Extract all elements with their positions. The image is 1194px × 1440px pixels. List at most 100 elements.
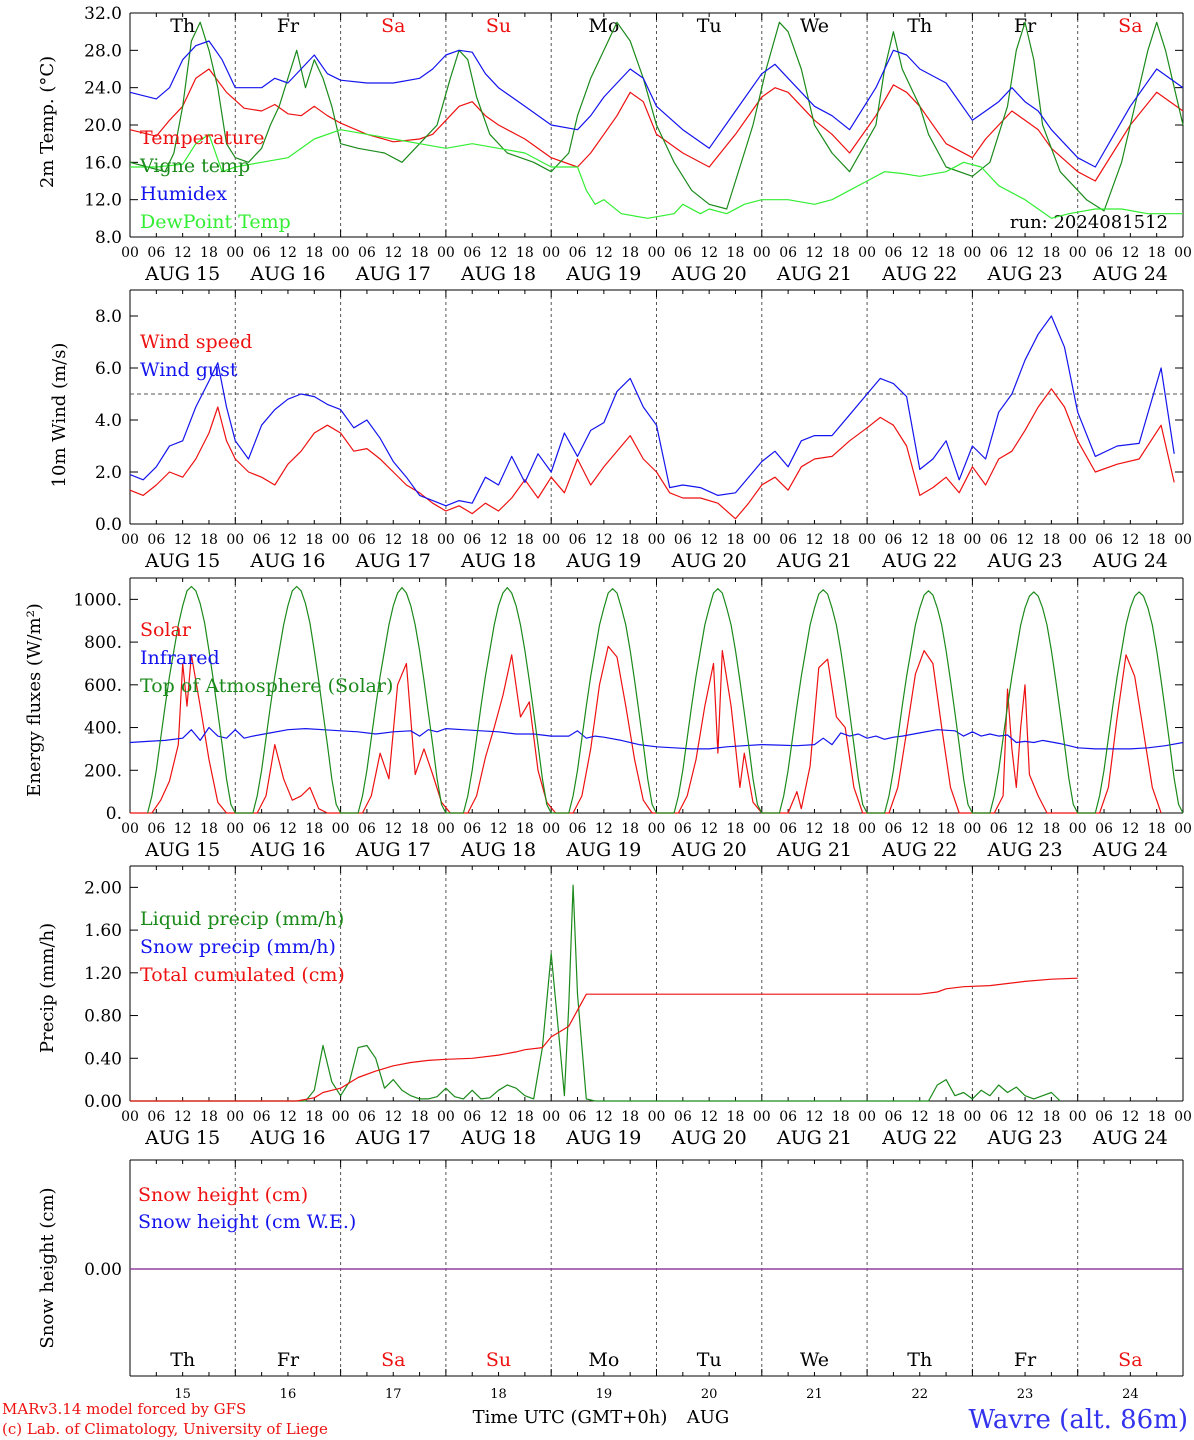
energy-hour-label: 00 <box>1069 821 1087 837</box>
wind-hour-label: 12 <box>279 532 297 548</box>
wind-date-label: AUG 20 <box>671 550 747 572</box>
temp-hour-label: 18 <box>621 245 639 261</box>
wind-y-axis-label: 10m Wind (m/s) <box>49 343 70 488</box>
weekday-label: Su <box>486 15 511 37</box>
precip-hour-label: 00 <box>437 1109 455 1125</box>
precip-y-tick-label: 0.00 <box>84 1092 122 1112</box>
precip-hour-label: 00 <box>1069 1109 1087 1125</box>
temp-hour-label: 00 <box>332 245 350 261</box>
energy-date-label: AUG 24 <box>1092 839 1168 861</box>
precip-date-label: AUG 22 <box>881 1127 957 1149</box>
temp-hour-label: 06 <box>779 245 797 261</box>
precip-hour-label: 12 <box>1016 1109 1034 1125</box>
temp-hour-label: 12 <box>700 245 718 261</box>
temp-hour-label: 00 <box>753 245 771 261</box>
day-number-label: 24 <box>1122 1387 1139 1402</box>
precip-hour-label: 12 <box>384 1109 402 1125</box>
temp-hour-label: 00 <box>963 245 981 261</box>
temp-y-tick-label: 32.0 <box>84 4 122 24</box>
precip-legend-liquid-precip-mm-h: Liquid precip (mm/h) <box>140 908 344 930</box>
wind-date-label: AUG 21 <box>776 550 852 572</box>
day-number-label: 18 <box>490 1387 507 1402</box>
precip-date-label: AUG 15 <box>144 1127 220 1149</box>
temp-hour-label: 12 <box>384 245 402 261</box>
wind-series-wind-gust <box>129 315 1175 507</box>
day-number-label: 16 <box>280 1387 297 1402</box>
precip-hour-label: 12 <box>595 1109 613 1125</box>
energy-hour-label: 00 <box>332 821 350 837</box>
temp-hour-label: 18 <box>516 245 534 261</box>
snow-legend-snow-height-cm: Snow height (cm) <box>138 1184 308 1206</box>
precip-hour-label: 18 <box>516 1109 534 1125</box>
wind-date-label: AUG 17 <box>355 550 431 572</box>
x-axis-title: Time UTC (GMT+0h) <box>473 1407 668 1428</box>
temp-hour-label: 12 <box>1121 245 1139 261</box>
temp-legend-humidex: Humidex <box>140 183 227 205</box>
precip-hour-label: 18 <box>727 1109 745 1125</box>
precip-hour-label: 12 <box>700 1109 718 1125</box>
precip-hour-label: 06 <box>990 1109 1008 1125</box>
temp-hour-label: 12 <box>174 245 192 261</box>
energy-hour-label: 18 <box>200 821 218 837</box>
energy-hour-label: 18 <box>1148 821 1166 837</box>
temp-hour-label: 18 <box>727 245 745 261</box>
precip-hour-label: 06 <box>147 1109 165 1125</box>
energy-hour-label: 12 <box>806 821 824 837</box>
wind-hour-label: 00 <box>858 532 876 548</box>
wind-y-tick-label: 2.0 <box>95 463 122 483</box>
precip-hour-label: 06 <box>779 1109 797 1125</box>
wind-date-label: AUG 23 <box>986 550 1062 572</box>
precip-y-tick-label: 2.00 <box>84 878 122 898</box>
temp-hour-label: 06 <box>463 245 481 261</box>
temp-legend-dewpoint-temp: DewPoint Temp <box>140 211 291 233</box>
temp-hour-label: 12 <box>806 245 824 261</box>
precip-hour-label: 12 <box>490 1109 508 1125</box>
wind-y-tick-label: 6.0 <box>95 359 122 379</box>
temp-hour-label: 18 <box>1148 245 1166 261</box>
wind-hour-label: 12 <box>595 532 613 548</box>
bottom-weekday-label: Th <box>907 1349 932 1371</box>
energy-date-label: AUG 22 <box>881 839 957 861</box>
footer: MARv3.14 model forced by GFS (c) Lab. of… <box>2 1400 1188 1438</box>
energy-series-top-of-atmosphere-solar <box>147 585 1184 814</box>
precip-hour-label: 12 <box>279 1109 297 1125</box>
precip-y-tick-label: 0.40 <box>84 1049 122 1069</box>
energy-hour-label: 06 <box>253 821 271 837</box>
temp-y-tick-label: 16.0 <box>84 153 122 173</box>
temp-date-label: AUG 17 <box>355 263 431 285</box>
precip-hour-label: 18 <box>305 1109 323 1125</box>
temp-date-label: AUG 19 <box>565 263 641 285</box>
temperature-panel: 2m Temp. (°C) run: 2024081512 32.0 28.0 24… <box>37 4 1192 285</box>
wind-hour-label: 18 <box>1042 532 1060 548</box>
run-label: run: 2024081512 <box>1010 212 1168 233</box>
wind-hour-label: 06 <box>1095 532 1113 548</box>
bottom-weekday-label: Mo <box>588 1349 619 1371</box>
bottom-weekday-label: Fr <box>1014 1349 1037 1371</box>
wind-hour-label: 18 <box>621 532 639 548</box>
weekday-label: Th <box>170 15 195 37</box>
weekday-label: Fr <box>277 15 300 37</box>
day-number-label: 19 <box>596 1387 613 1402</box>
wind-hour-label: 12 <box>1121 532 1139 548</box>
wind-hour-label: 12 <box>700 532 718 548</box>
temp-hour-label: 18 <box>832 245 850 261</box>
temp-date-label: AUG 23 <box>986 263 1062 285</box>
wind-hour-label: 18 <box>1148 532 1166 548</box>
temp-hour-label: 00 <box>542 245 560 261</box>
energy-hour-label: 00 <box>858 821 876 837</box>
temp-hour-label: 06 <box>253 245 271 261</box>
temp-legend-temperature: Temperature <box>140 127 264 149</box>
snow-legend-snow-height-cm-w-e: Snow height (cm W.E.) <box>138 1211 356 1233</box>
precip-hour-label: 06 <box>885 1109 903 1125</box>
energy-legend-solar: Solar <box>140 619 192 641</box>
temp-y-tick-label: 24.0 <box>84 79 122 99</box>
temp-hour-label: 00 <box>121 245 139 261</box>
energy-hour-label: 06 <box>674 821 692 837</box>
energy-y-tick-label: 800. <box>84 633 122 653</box>
wind-date-label: AUG 19 <box>565 550 641 572</box>
wind-hour-label: 18 <box>411 532 429 548</box>
wind-hour-label: 12 <box>806 532 824 548</box>
wind-hour-label: 06 <box>253 532 271 548</box>
wind-hour-label: 00 <box>226 532 244 548</box>
